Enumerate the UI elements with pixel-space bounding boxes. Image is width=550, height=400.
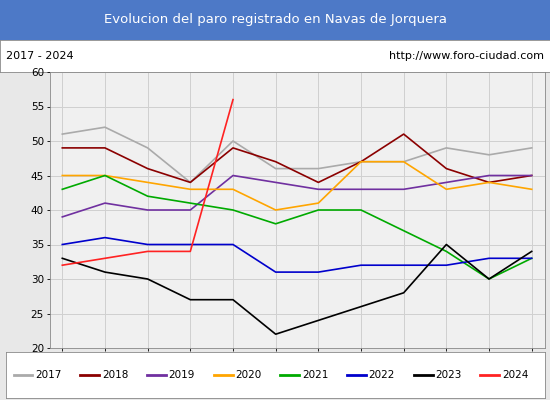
Text: 2020: 2020 bbox=[235, 370, 261, 380]
Text: 2018: 2018 bbox=[102, 370, 128, 380]
Text: http://www.foro-ciudad.com: http://www.foro-ciudad.com bbox=[389, 51, 544, 61]
Text: 2022: 2022 bbox=[368, 370, 395, 380]
Text: 2019: 2019 bbox=[168, 370, 195, 380]
Text: 2017: 2017 bbox=[35, 370, 62, 380]
Text: 2023: 2023 bbox=[436, 370, 462, 380]
Text: Evolucion del paro registrado en Navas de Jorquera: Evolucion del paro registrado en Navas d… bbox=[103, 14, 447, 26]
Text: 2017 - 2024: 2017 - 2024 bbox=[6, 51, 73, 61]
Text: 2024: 2024 bbox=[502, 370, 529, 380]
Text: 2021: 2021 bbox=[302, 370, 328, 380]
